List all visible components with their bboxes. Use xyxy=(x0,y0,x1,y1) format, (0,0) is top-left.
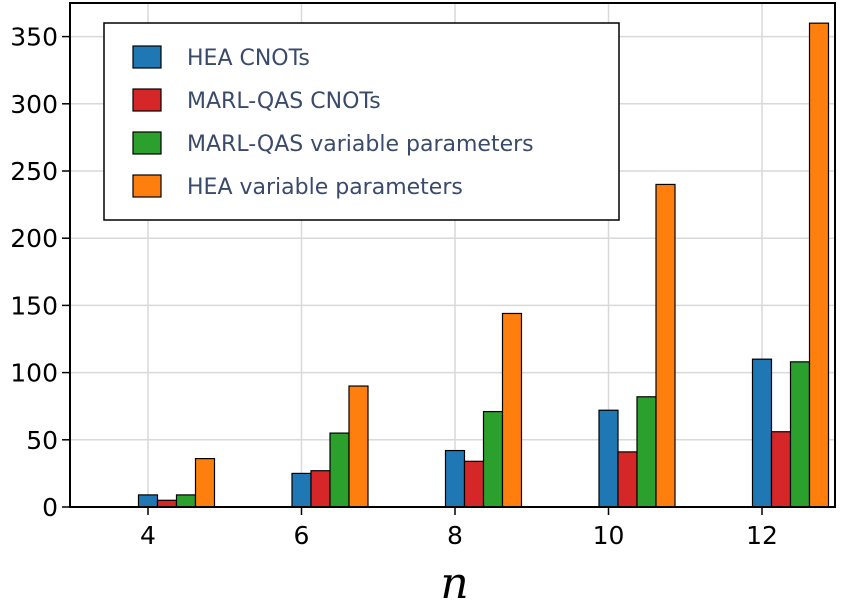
bar-hea-cnots-8 xyxy=(444,449,466,508)
bar-marl-qas-variable-parameters-8 xyxy=(482,410,504,508)
legend-swatch xyxy=(132,88,162,112)
bars xyxy=(137,22,830,508)
x-tick-label: 6 xyxy=(294,521,310,550)
legend-items: HEA CNOTs MARL-QAS CNOTs MARL-QAS variable… xyxy=(132,45,534,200)
y-tick-label: 350 xyxy=(10,23,58,52)
bar-hea-cnots-10 xyxy=(598,409,619,508)
legend-label: MARL-QAS CNOTs xyxy=(187,89,381,114)
bar-marl-qas-cnots-6 xyxy=(310,470,331,508)
legend-label: HEA variable parameters xyxy=(187,175,463,200)
bar-marl-qas-cnots-8 xyxy=(463,460,485,508)
bar-hea-cnots-6 xyxy=(291,472,312,508)
bar-marl-qas-variable-parameters-6 xyxy=(329,432,350,508)
bar-marl-qas-variable-parameters-10 xyxy=(636,396,657,508)
y-tick-label: 100 xyxy=(10,359,58,388)
bar-hea-cnots-4 xyxy=(137,494,159,508)
y-tick-label: 200 xyxy=(10,224,58,253)
x-axis-title: n xyxy=(440,558,468,604)
bar-hea-variable-parameters-10 xyxy=(655,183,676,508)
bar-marl-qas-cnots-4 xyxy=(156,499,178,508)
x-tick-label: 12 xyxy=(746,521,778,550)
bar-marl-qas-cnots-10 xyxy=(617,451,638,508)
bar-hea-variable-parameters-12 xyxy=(808,22,830,508)
legend-swatch xyxy=(132,174,162,198)
bar-marl-qas-variable-parameters-12 xyxy=(789,361,811,508)
bar-hea-variable-parameters-4 xyxy=(194,458,216,508)
bar-hea-cnots-12 xyxy=(751,358,773,508)
y-tick-label: 150 xyxy=(10,291,58,320)
x-tick-label: 4 xyxy=(140,521,156,550)
x-tick-label: 8 xyxy=(447,521,463,550)
bar-marl-qas-cnots-12 xyxy=(770,431,792,508)
bar-hea-variable-parameters-8 xyxy=(501,312,523,508)
y-axis: 0 50 100 150 200 250 300 350 xyxy=(10,23,70,522)
y-tick-label: 250 xyxy=(10,157,58,186)
legend-label: MARL-QAS variable parameters xyxy=(187,132,534,157)
y-tick-label: 300 xyxy=(10,90,58,119)
y-tick-label: 0 xyxy=(42,493,58,522)
y-tick-label: 50 xyxy=(26,426,58,455)
legend-swatch xyxy=(132,45,162,69)
legend-label: HEA CNOTs xyxy=(187,46,310,71)
bar-marl-qas-variable-parameters-4 xyxy=(175,494,197,508)
bar-hea-variable-parameters-6 xyxy=(348,385,369,508)
x-axis: 4 6 8 10 12 xyxy=(140,507,778,550)
legend-swatch xyxy=(132,131,162,155)
legend: HEA CNOTs MARL-QAS CNOTs MARL-QAS variable… xyxy=(103,22,620,221)
plot-frame xyxy=(69,2,836,508)
legend-box xyxy=(103,22,620,221)
x-tick-label: 10 xyxy=(593,521,625,550)
